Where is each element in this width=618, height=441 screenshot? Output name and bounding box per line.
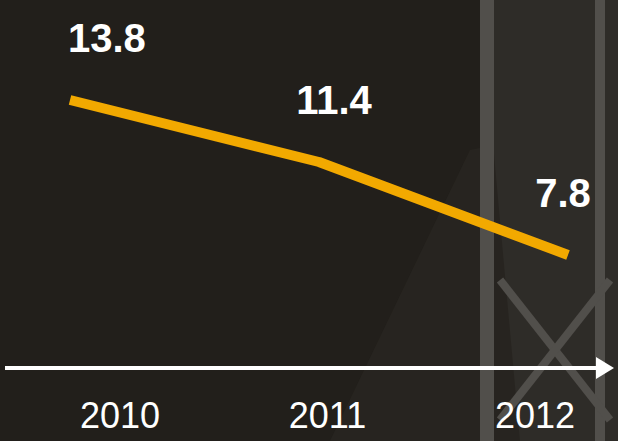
x-tick-label: 2011 (289, 395, 366, 436)
line (70, 100, 568, 255)
data-label: 13.8 (68, 16, 146, 60)
background-shade (0, 0, 618, 441)
data-label: 7.8 (535, 171, 591, 215)
data-label: 11.4 (296, 78, 372, 122)
x-axis (5, 366, 598, 370)
chart: 13.8 11.4 7.8 2010 2011 2012 (0, 0, 618, 441)
background (0, 0, 618, 441)
x-tick-label: 2010 (80, 395, 160, 436)
x-tick-label: 2012 (495, 395, 575, 436)
x-axis-arrow (596, 357, 614, 379)
plot-area (70, 100, 568, 255)
background-fill (0, 0, 618, 441)
